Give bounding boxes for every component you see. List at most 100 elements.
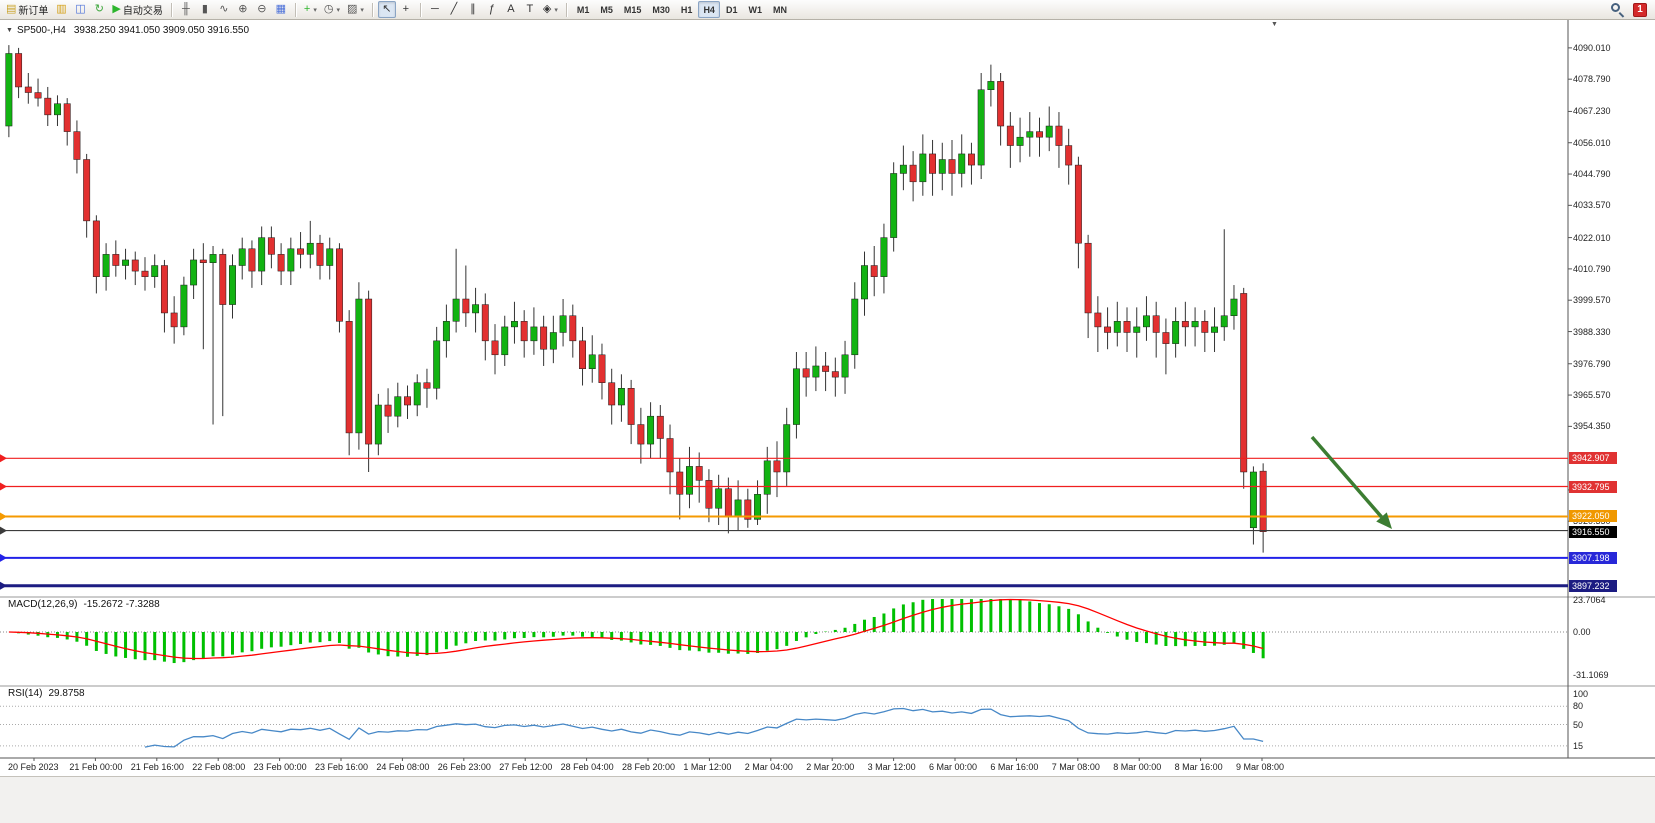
support-line-1-price-tag[interactable]: 3907.198 [1569, 551, 1617, 564]
time-label: 26 Feb 23:00 [437, 762, 491, 772]
price-axis-label: 3965.570 [1573, 390, 1611, 401]
candlestick-chart-icon[interactable]: ▮ [196, 1, 214, 18]
chevron-down-icon: ▾ [313, 6, 317, 14]
toolbar-separator [294, 2, 296, 17]
pivot-line-price-tag[interactable]: 3922.050 [1569, 510, 1617, 523]
market-watch-icon[interactable]: ▥ [52, 1, 70, 18]
time-label: 21 Feb 16:00 [130, 762, 184, 772]
toolbar: ▤ 新订单 ▥ ◫ ↻ ▶ 自动交易 ╫ ▮ ∿ ⊕ ⊖ ▦ + ▾ ◷ ▾ ▨ ▾ ↖ + ─ ╱ ∥ ƒ A T ◈ ▾ M1 M5 M1… [0, 0, 1655, 20]
time-label: 6 Mar 16:00 [990, 762, 1039, 772]
autotrading-button[interactable]: ▶ 自动交易 [109, 1, 165, 18]
time-label: 23 Feb 16:00 [315, 762, 369, 772]
charts-count-badge[interactable]: 1 [1633, 2, 1647, 17]
macd-name: MACD(12,26,9) [8, 599, 78, 610]
chevron-down-icon: ▾ [336, 6, 340, 14]
chart-shift-marker-icon[interactable]: ▼ [1271, 21, 1278, 28]
horizontal-line-icon[interactable]: ─ [426, 1, 444, 18]
time-label: 22 Feb 08:00 [192, 762, 246, 772]
macd-axis-label: 0.00 [1573, 627, 1591, 637]
search-icon[interactable] [1610, 2, 1625, 18]
tf-m1-button[interactable]: M1 [576, 4, 590, 15]
rsi-line [144, 707, 1264, 748]
line-chart-icon[interactable]: ∿ [215, 1, 233, 18]
price-axis-label: 4022.010 [1573, 232, 1611, 243]
collapse-icon[interactable]: ▼ [6, 27, 13, 34]
resistance-line-2-price-tag[interactable]: 3932.795 [1569, 480, 1617, 493]
template-icon[interactable]: ▨ ▾ [344, 1, 367, 18]
toolbar-separator [170, 2, 172, 17]
tf-mn-button[interactable]: MN [772, 4, 787, 15]
fibonacci-icon[interactable]: ƒ [483, 1, 501, 18]
text-icon[interactable]: A [502, 1, 520, 18]
chart-title: ▼ SP500-,H4 3938.250 3941.050 3909.050 391… [6, 25, 249, 36]
price-axis-label: 4067.230 [1573, 106, 1611, 117]
support-line-1-left-marker [0, 553, 7, 562]
chart-canvas[interactable] [0, 20, 1655, 776]
tf-m30-button[interactable]: M30 [652, 4, 670, 15]
price-axis-label: 4010.790 [1573, 263, 1611, 274]
fibonacci-icon-glyph: ƒ [488, 3, 495, 15]
cursor-icon-glyph: ↖ [382, 3, 392, 15]
cursor-icon[interactable]: ↖ [377, 1, 396, 18]
support-line-2-price-tag[interactable]: 3897.232 [1569, 579, 1617, 592]
price-axis-label: 3988.330 [1573, 326, 1611, 337]
time-label: 3 Mar 12:00 [867, 762, 916, 772]
shapes-icon[interactable]: ◈ ▾ [540, 1, 561, 18]
toolbar-separator [419, 2, 421, 17]
tf-w1-button[interactable]: W1 [748, 4, 762, 15]
time-axis[interactable]: 20 Feb 2023 21 Feb 00:00 21 Feb 16:00 22 Fe… [0, 758, 1568, 776]
period-icon[interactable]: ◷ ▾ [321, 1, 343, 18]
trend-arrow-annotation[interactable] [1310, 435, 1392, 529]
channel-icon-glyph: ∥ [470, 3, 476, 15]
pivot-line-left-marker [0, 512, 7, 521]
zoom-out-icon[interactable]: ⊖ [253, 1, 271, 18]
time-label: 2 Mar 04:00 [744, 762, 793, 772]
rsi-axis-label: 15 [1573, 740, 1584, 751]
tf-d1-button[interactable]: D1 [725, 4, 738, 15]
toolbar-groups: ▤ 新订单 ▥ ◫ ↻ ▶ 自动交易 ╫ ▮ ∿ ⊕ ⊖ ▦ + ▾ ◷ ▾ ▨ ▾ ↖ + ─ ╱ ∥ ƒ A T ◈ ▾ M1 M5 M1… [3, 1, 792, 18]
price-axis-label: 4078.790 [1573, 74, 1611, 85]
autotrading-glyph: ▶ [112, 3, 121, 15]
crosshair-icon-glyph: + [402, 3, 410, 15]
tile-windows-icon-glyph: ▦ [275, 3, 287, 15]
tile-windows-icon[interactable]: ▦ [272, 1, 290, 18]
label-icon[interactable]: T [521, 1, 539, 18]
macd-axis-label: -31.1069 [1573, 669, 1609, 680]
new-order-button[interactable]: ▤ 新订单 [3, 1, 51, 18]
trendline-icon[interactable]: ╱ [445, 1, 463, 18]
symbol-period: SP500-,H4 [16, 25, 66, 36]
channel-icon[interactable]: ∥ [464, 1, 482, 18]
refresh-icon[interactable]: ↻ [90, 1, 108, 18]
bottom-strip [0, 776, 1655, 823]
tf-h4-button[interactable]: H4 [698, 1, 720, 18]
rsi-axis-label: 80 [1573, 701, 1584, 712]
trendline-icon-glyph: ╱ [450, 3, 458, 15]
label-icon-glyph: T [526, 3, 534, 15]
time-label: 2 Mar 20:00 [806, 762, 855, 772]
navigator-icon[interactable]: ◫ [71, 1, 89, 18]
zoom-in-icon-glyph: ⊕ [238, 3, 248, 15]
resistance-line-2-left-marker [0, 482, 7, 491]
search-handle [1618, 12, 1625, 18]
toolbar-right: 1 [1610, 2, 1652, 18]
time-label: 8 Mar 16:00 [1174, 762, 1223, 772]
new-chart-icon[interactable]: + ▾ [301, 1, 320, 18]
refresh-icon-glyph: ↻ [94, 3, 105, 15]
support-line-2-left-marker [0, 581, 7, 590]
crosshair-icon[interactable]: + [397, 1, 415, 18]
resistance-line-1-price-tag[interactable]: 3942.907 [1569, 452, 1617, 465]
time-label: 7 Mar 08:00 [1051, 762, 1100, 772]
candlestick-chart-icon-glyph: ▮ [201, 3, 208, 15]
price-axis-label: 3954.350 [1573, 421, 1611, 432]
zoom-in-icon[interactable]: ⊕ [234, 1, 252, 18]
tf-m15-button[interactable]: M15 [623, 4, 642, 15]
period-icon-glyph: ◷ [323, 3, 334, 15]
price-axis-label: 4090.010 [1573, 42, 1611, 53]
tf-h1-button[interactable]: H1 [680, 4, 693, 15]
tf-m5-button[interactable]: M5 [600, 4, 613, 15]
new-chart-icon-glyph: + [303, 3, 311, 15]
macd-current-values: -15.2672 -7.3288 [83, 599, 160, 610]
time-label: 28 Feb 04:00 [560, 762, 614, 772]
bar-chart-icon[interactable]: ╫ [177, 1, 195, 18]
